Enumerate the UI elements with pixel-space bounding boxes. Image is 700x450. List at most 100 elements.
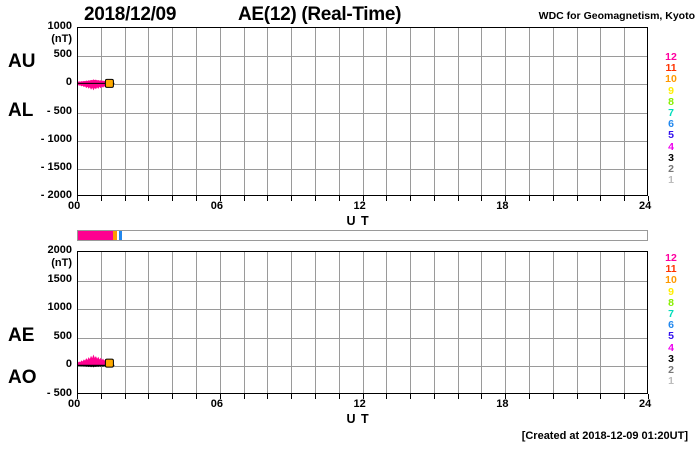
gridline-horizontal: [78, 281, 647, 282]
latest-value-marker: [104, 358, 114, 368]
legend-entry: 2: [668, 162, 674, 175]
y-tick-label: 500: [53, 48, 72, 61]
legend-entry: 1: [668, 174, 674, 187]
gridline-vertical: [291, 28, 292, 195]
x-axis-tick: [101, 394, 102, 399]
chart-label-ae: AE: [8, 325, 35, 346]
x-axis-tick: [363, 394, 364, 399]
x-axis-tick: [77, 394, 78, 399]
y-tick-label: 0: [65, 76, 72, 89]
x-axis-tick: [386, 394, 387, 399]
x-axis-tick: [267, 394, 268, 399]
gridline-horizontal: [78, 366, 647, 367]
x-axis-tick: [77, 196, 78, 201]
x-axis-tick: [315, 196, 316, 201]
gridline-vertical: [267, 28, 268, 195]
gridline-vertical: [577, 252, 578, 393]
chart-au-al-y-unit: (nT): [51, 33, 72, 45]
legend-entry: 7: [668, 106, 674, 119]
legend-entry: 12: [665, 51, 677, 63]
y-tick-label: - 500: [46, 387, 72, 399]
x-axis-tick: [434, 196, 435, 201]
gridline-vertical: [434, 252, 435, 393]
legend-entry: 9: [668, 285, 674, 298]
gridline-vertical: [148, 252, 149, 393]
legend-entry: 7: [668, 307, 674, 320]
chart-au-al-x-ticks: [77, 196, 649, 201]
gridline-vertical: [363, 252, 364, 393]
legend-entry: 4: [668, 341, 674, 354]
gridline-vertical: [505, 28, 506, 195]
x-axis-tick: [410, 394, 411, 399]
x-axis-tick: [577, 394, 578, 399]
gridline-vertical: [172, 28, 173, 195]
gridline-vertical: [458, 252, 459, 393]
gridline-vertical: [529, 252, 530, 393]
legend-entry: 11: [665, 263, 677, 276]
gridline-vertical: [339, 28, 340, 195]
chart-ae-ao-plot-area: [77, 251, 648, 394]
legend-entry: 9: [668, 84, 674, 97]
series-area-al: [78, 82, 110, 91]
x-axis-tick: [148, 196, 149, 201]
gridline-vertical: [553, 28, 554, 195]
x-axis-tick: [386, 196, 387, 201]
x-axis-tick: [410, 196, 411, 201]
gridline-vertical: [386, 252, 387, 393]
page-title-date: 2018/12/09: [84, 4, 177, 25]
chart-ae-ao-data-trace: [78, 354, 115, 368]
gridline-vertical: [600, 28, 601, 195]
chart-label-al: AL: [8, 100, 34, 121]
x-axis-tick: [291, 196, 292, 201]
gridline-vertical: [600, 252, 601, 393]
legend-entry: 6: [668, 118, 674, 131]
y-tick-label: - 1500: [40, 160, 72, 173]
gridline-vertical: [220, 252, 221, 393]
y-tick-label: 1000: [47, 301, 72, 314]
gridline-horizontal: [78, 338, 647, 339]
chart-ae-ao-y-unit: (nT): [51, 257, 72, 269]
y-tick-label: 500: [53, 329, 72, 342]
x-axis-tick: [505, 196, 506, 201]
gridline-horizontal: [78, 169, 647, 170]
legend-entry: 12: [665, 252, 677, 264]
chart-au-al-data-trace: [78, 78, 115, 91]
x-axis-tick: [553, 196, 554, 201]
x-axis-tick: [244, 196, 245, 201]
gridline-vertical: [624, 28, 625, 195]
y-tick-label: - 2000: [40, 189, 72, 201]
legend-entry: 5: [668, 129, 674, 142]
x-axis-tick: [458, 394, 459, 399]
x-axis-tick: [125, 196, 126, 201]
x-axis-tick: [577, 196, 578, 201]
chart-ae-ao-x-axis-title: U T: [346, 412, 370, 426]
x-axis-tick: [481, 394, 482, 399]
x-tick-label: 24: [639, 200, 652, 212]
x-axis-tick: [172, 394, 173, 399]
gridline-vertical: [220, 28, 221, 195]
x-tick-label: 18: [496, 398, 509, 410]
legend-entry: 2: [668, 363, 674, 376]
x-tick-label: 24: [639, 398, 652, 410]
creation-timestamp: [Created at 2018-12-09 01:20UT]: [521, 430, 688, 442]
gridline-horizontal: [78, 113, 647, 114]
x-axis-tick: [196, 196, 197, 201]
x-tick-label: 00: [68, 398, 81, 410]
gridline-vertical: [339, 252, 340, 393]
data-coverage-bar[interactable]: [77, 230, 648, 241]
y-tick-label: 0: [65, 358, 72, 371]
x-axis-tick: [125, 394, 126, 399]
y-tick-label: 1500: [47, 272, 72, 285]
x-axis-tick: [339, 196, 340, 201]
gridline-vertical: [101, 252, 102, 393]
gridline-vertical: [172, 252, 173, 393]
y-tick-label: 1000: [47, 20, 72, 32]
credit-label: WDC for Geomagnetism, Kyoto: [538, 10, 695, 22]
gridline-vertical: [196, 252, 197, 393]
gridline-vertical: [529, 28, 530, 195]
gridline-vertical: [410, 28, 411, 195]
legend-entry: 1: [668, 375, 674, 388]
x-axis-tick: [529, 394, 530, 399]
x-axis-tick: [196, 394, 197, 399]
